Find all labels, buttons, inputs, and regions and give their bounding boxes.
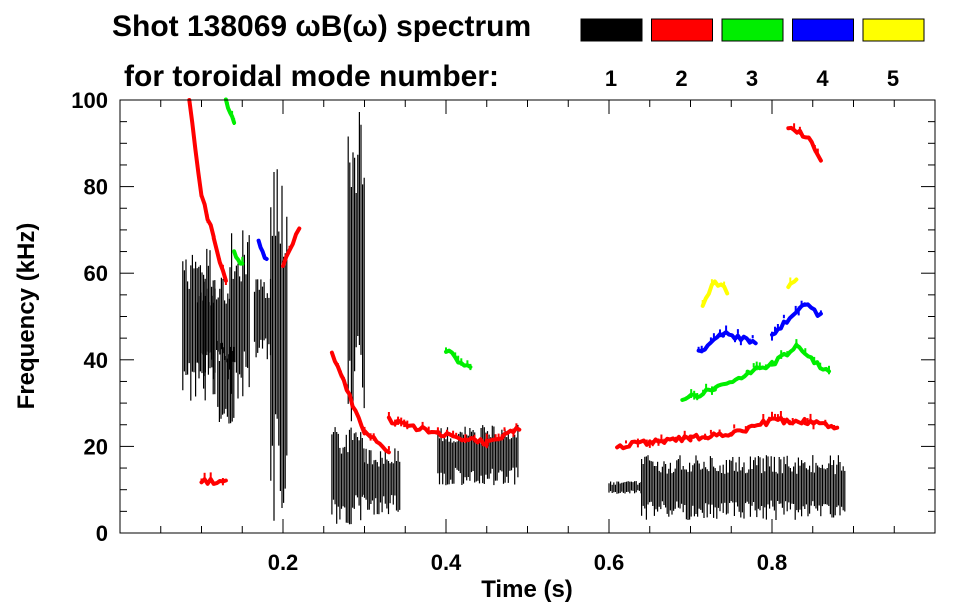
series-n1-blob-8 xyxy=(363,448,401,515)
series-n5-track-0 xyxy=(700,279,730,308)
series-n4-track-0 xyxy=(696,325,758,354)
series-n3-track-3 xyxy=(444,347,473,371)
legend-swatch-5 xyxy=(862,18,925,42)
series-n1-blob-6 xyxy=(331,427,365,525)
legend-label-5: 5 xyxy=(887,66,899,91)
series-n1-blob-4 xyxy=(253,278,272,360)
series-n3-track-0 xyxy=(680,339,831,402)
series-n2 xyxy=(187,98,840,486)
series-n4-track-1 xyxy=(770,300,823,341)
x-tick-label: 0.2 xyxy=(268,550,299,575)
y-tick-label: 0 xyxy=(96,521,108,546)
legend-label-3: 3 xyxy=(746,66,758,91)
x-tick-label: 0.8 xyxy=(757,550,788,575)
series-n3-track-2 xyxy=(232,249,245,266)
series-n2-track-6 xyxy=(199,472,228,486)
series-n5-track-1 xyxy=(786,277,799,290)
x-tick-label: 0.6 xyxy=(594,550,625,575)
series-n1-blob-7 xyxy=(347,112,365,422)
y-tick-label: 60 xyxy=(84,261,108,286)
plot-frame xyxy=(119,99,936,534)
series-n1-blob-11 xyxy=(640,455,846,520)
series-n1-blob-3 xyxy=(229,230,250,399)
y-tick-label: 100 xyxy=(71,88,108,113)
series-n2-track-0 xyxy=(187,98,228,285)
series-n4 xyxy=(256,238,823,354)
series-n4-track-2 xyxy=(256,238,269,261)
series-n1-blob-9 xyxy=(437,424,519,486)
series-n2-track-5 xyxy=(786,123,823,163)
axis-ticks: 0.2 0.4 0.6 0.8 0 20 40 60 80 100 xyxy=(71,88,935,575)
legend-swatch-3 xyxy=(721,18,784,42)
y-axis-label: Frequency (kHz) xyxy=(13,223,40,410)
legend-swatch-2 xyxy=(651,18,713,42)
series-n2-track-4 xyxy=(615,411,840,451)
x-tick-label: 0.4 xyxy=(431,550,462,575)
y-tick-label: 20 xyxy=(84,434,108,459)
plot-area xyxy=(182,97,846,525)
series-n5 xyxy=(700,277,799,308)
series-n1-blob-1 xyxy=(196,277,230,380)
series-n1-blob-2 xyxy=(217,340,235,424)
legend-swatch-4 xyxy=(792,18,854,42)
chart-title-line1: Shot 138069 ωB(ω) spectrum xyxy=(112,10,531,43)
series-n1 xyxy=(182,112,846,525)
series-n2-track-1 xyxy=(281,226,302,268)
legend-label-2: 2 xyxy=(675,66,687,91)
y-tick-label: 80 xyxy=(84,175,108,200)
series-n2-track-3 xyxy=(386,412,522,449)
legend: 1 2 3 4 5 xyxy=(580,18,925,91)
series-n2-track-2 xyxy=(329,350,391,455)
y-tick-label: 40 xyxy=(84,348,108,373)
series-n3 xyxy=(223,97,831,402)
legend-swatch-1 xyxy=(580,18,643,42)
series-n3-track-1 xyxy=(223,97,237,125)
legend-label-4: 4 xyxy=(816,66,829,91)
series-n1-blob-10 xyxy=(608,481,642,494)
chart-title-line2: for toroidal mode number: xyxy=(124,60,499,93)
x-axis-label: Time (s) xyxy=(481,576,573,603)
legend-label-1: 1 xyxy=(605,66,617,91)
series-n1-blob-5 xyxy=(270,169,288,521)
